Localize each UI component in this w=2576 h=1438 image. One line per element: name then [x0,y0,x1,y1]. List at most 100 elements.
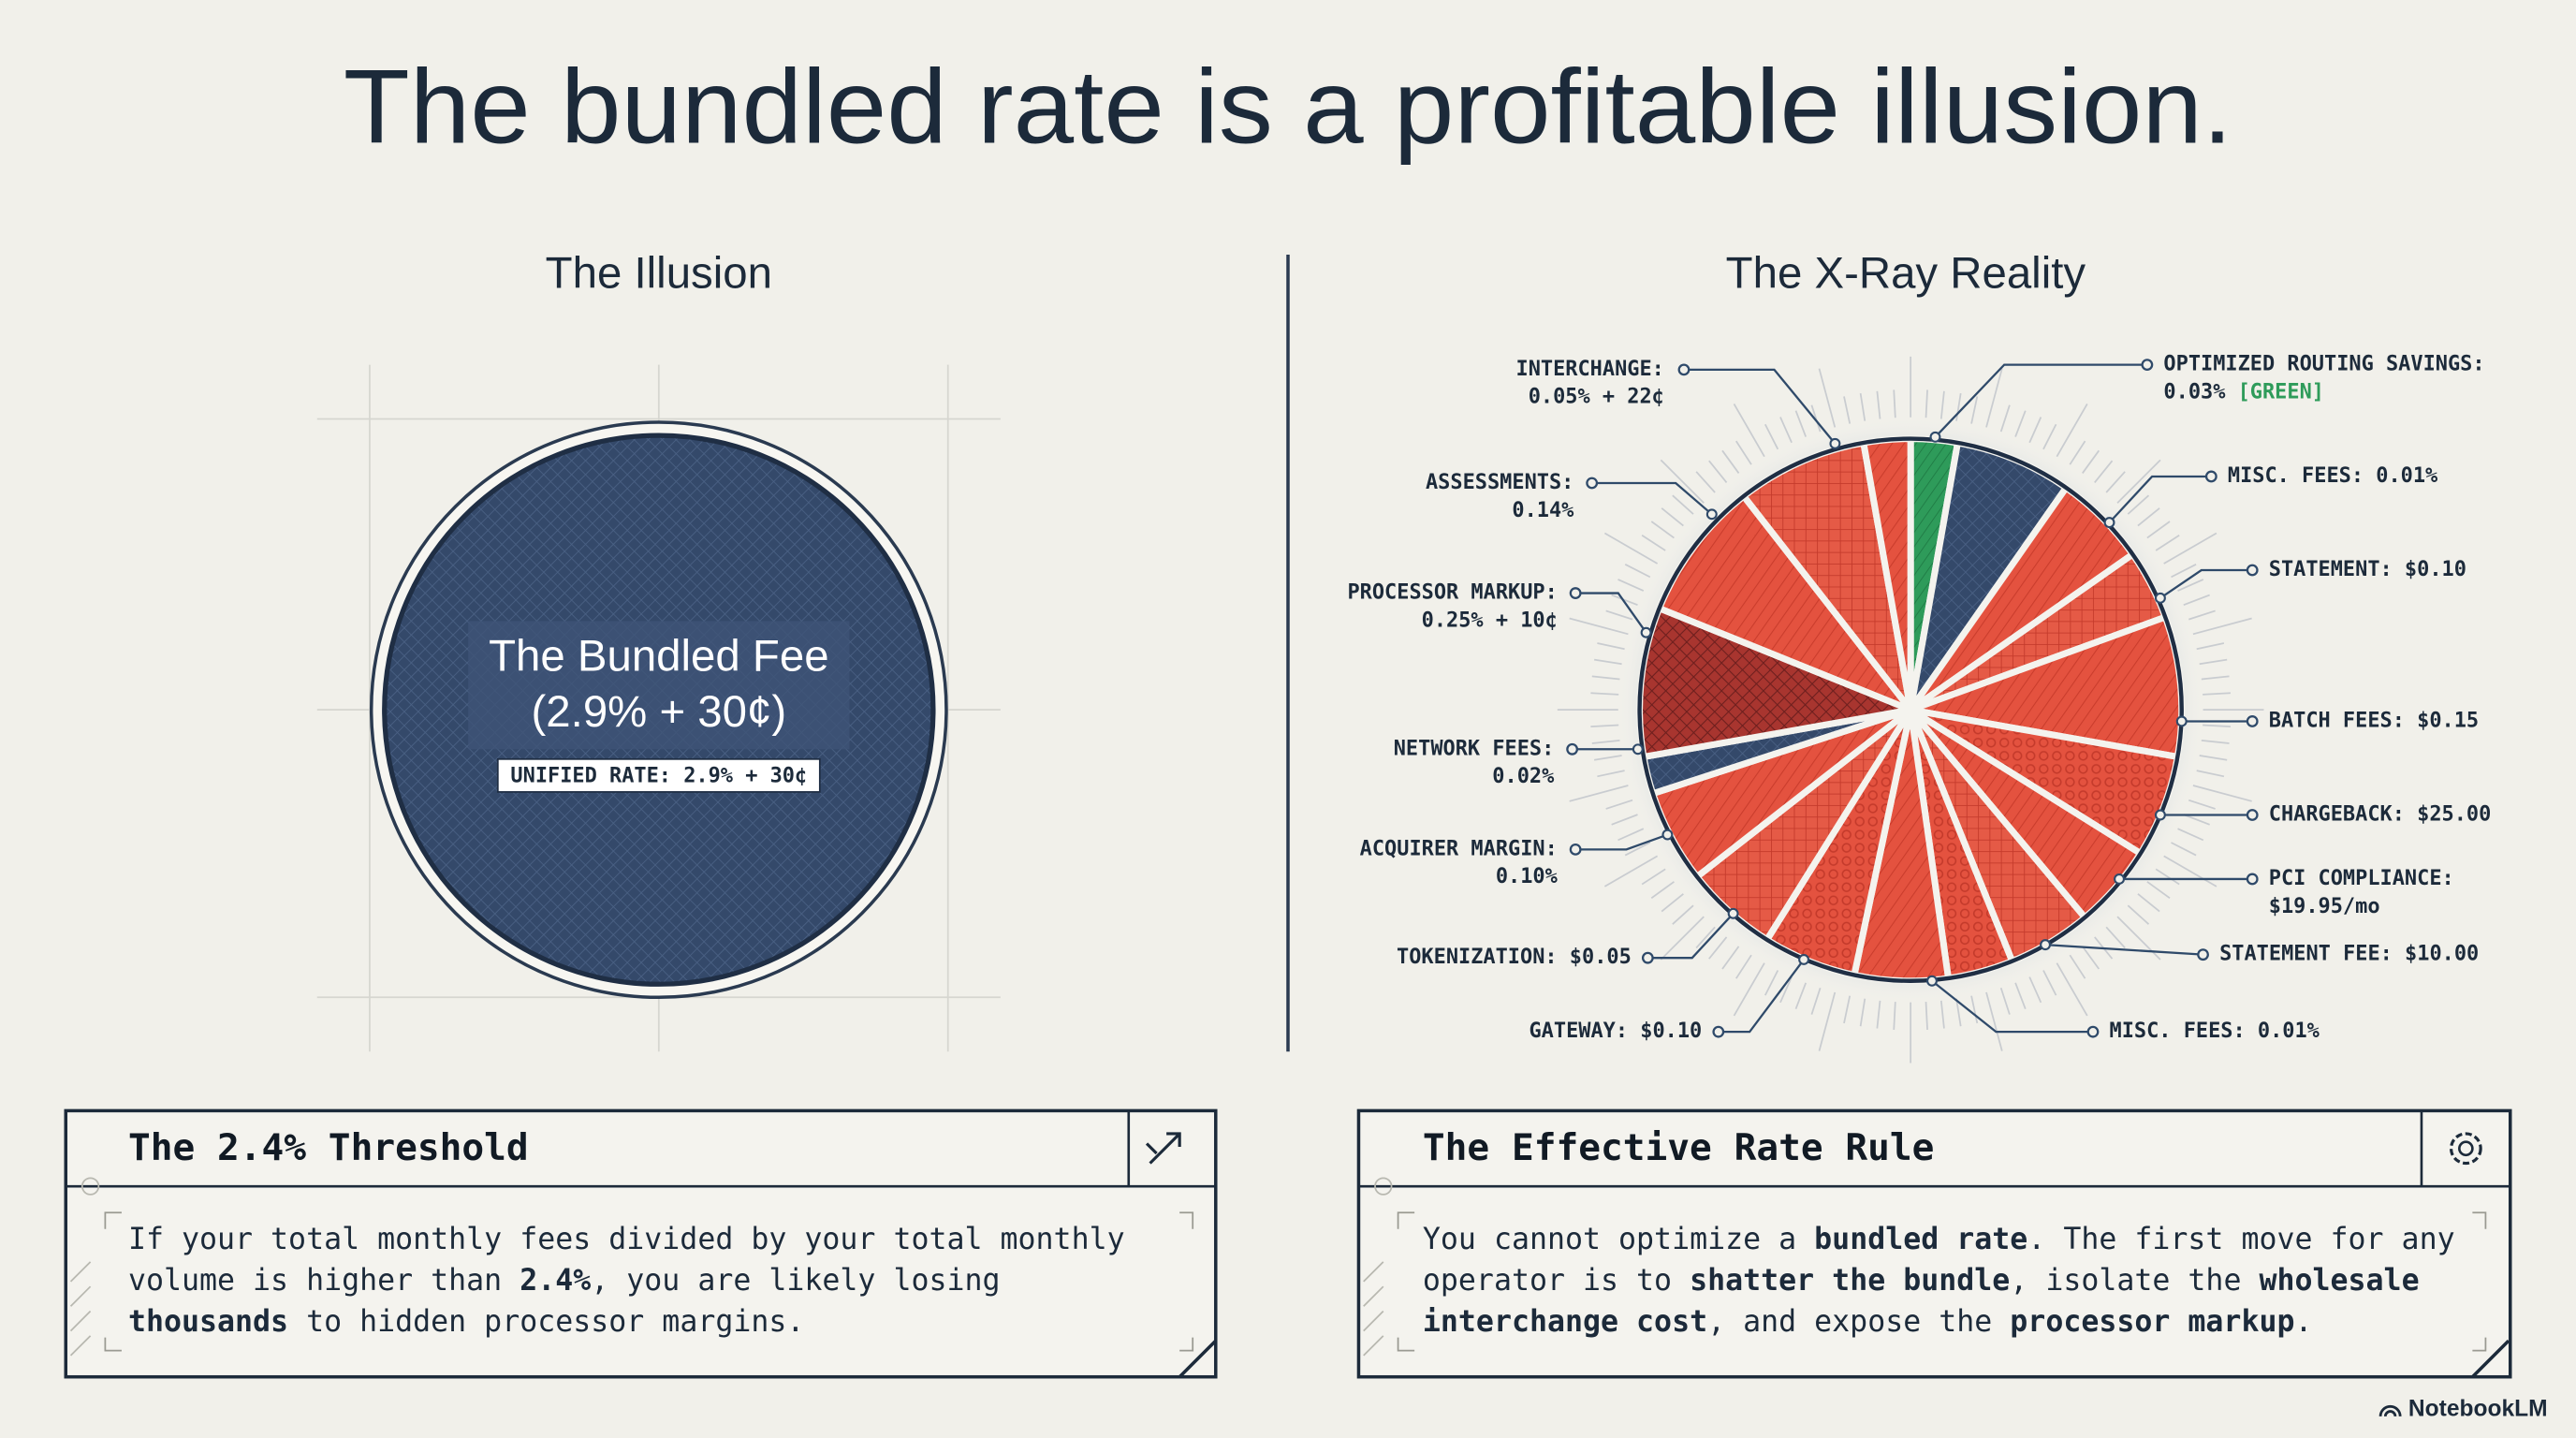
pie-tick [2183,594,2210,607]
card-body-line: thousands to hidden processor margins. [128,1305,804,1339]
card-title: The Effective Rate Rule [1423,1126,1935,1169]
pie-tick [2155,868,2180,886]
callout-label: 0.03% [GREEN] [2163,380,2324,404]
leader-dot [1569,843,1582,856]
pie-tick [1721,946,1740,970]
badge-box [496,757,821,793]
leader-end [2154,809,2166,821]
card-body-segment: 2.4% [520,1264,591,1298]
pie-tick [2183,814,2210,826]
pie-tick [1876,1000,1881,1029]
leader-dot [2086,1025,2100,1038]
card-body-segment: If your total monthly fees divided by yo… [128,1223,1125,1256]
pie-tick [2201,675,2230,681]
badge: UNIFIED RATE: 2.9% + 30¢ [510,764,807,787]
callout-label: INTERCHANGE: [1516,358,1664,381]
circle-label: The Bundled Fee [489,631,828,681]
pie-tick [1611,814,1638,826]
callout-label: STATEMENT FEE: $10.00 [2219,943,2479,966]
pie-tick [2105,926,2126,949]
pie-tick [1876,390,1881,419]
card-body-segment: You cannot optimize a [1423,1223,1814,1256]
leader-end [1798,953,1810,965]
pie-tick [1603,855,1659,888]
pie-tick [1999,988,2011,1015]
pie-tick [2171,842,2197,857]
pie-tick [2137,893,2160,913]
pie-tick [2082,946,2100,970]
pie-tick [1591,739,1620,744]
pie-tick [1605,609,1633,621]
pie-tick [2127,494,2150,515]
pie-tick [2146,881,2171,900]
pie-tick [1779,417,1793,444]
pie-tick [1794,982,1808,1009]
card-body-segment: , and expose the [1707,1305,2010,1339]
footer-logo [2378,1404,2402,1417]
pie-rim [1637,436,2184,983]
pie-tick [1603,532,1659,565]
pie-tick [1955,998,1962,1027]
pie-tick [1661,893,1684,913]
leader-dot [2246,873,2259,886]
pie-tick [2203,724,2231,727]
pie-tick [1999,404,2011,433]
leader-dot [1569,587,1582,599]
pie-tick [1859,393,1866,421]
pie-tick [2171,564,2197,579]
leader-dot [2246,564,2259,577]
leader-line [1575,592,1647,634]
card-body-line: operator is to shatter the bundle, isola… [1423,1264,2420,1298]
leader-line [1591,481,1713,516]
callout-label: $19.95/mo [2269,895,2380,918]
pie-tick [1611,594,1638,607]
pie-tick [2188,609,2216,621]
pie-tick [1970,995,1979,1024]
label-backdrop [468,621,850,750]
pie-tick [1597,770,1625,778]
callout-label: NETWORK FEES: [1394,737,1555,760]
leader-dot [2246,715,2259,727]
card-body-segment: bundled rate [1814,1223,2027,1256]
pie-tick [2199,658,2228,666]
pie-tick [1708,936,1728,960]
pie-tick [1590,724,1619,727]
pie-tick [2116,459,2161,504]
xray-pie [1557,356,2264,1064]
pie-tick [1735,954,1752,979]
circle-sublabel: (2.9% + 30¢) [532,687,787,737]
pie-tick [1695,926,1716,949]
card-body-line: You cannot optimize a bundled rate. The … [1423,1223,2455,1256]
leader-dot [1677,363,1690,376]
pie-tick [2069,954,2086,979]
callout-label: PCI COMPLIANCE: [2269,867,2454,890]
leader-end [1705,508,1718,521]
pie-tick [2127,904,2150,925]
cards: The 2.4% Threshold If your total monthly … [64,1108,2512,1379]
callout-tag: [GREEN] [2238,380,2324,404]
pie-tick [2196,770,2225,778]
card-frame [64,1108,2512,1379]
pie-tick [2188,799,2216,810]
pie-tick [1569,617,1629,636]
pie-tick [1650,881,1675,900]
callout-label: CHARGEBACK: $25.00 [2269,802,2492,826]
pie-tick [1733,962,1765,1017]
leader-line [1647,913,1734,960]
pie-tick [1843,995,1852,1024]
pie-tick [1591,675,1620,681]
card-body-line: If your total monthly fees divided by yo… [128,1223,1125,1256]
pie-tick [2201,739,2230,744]
callout-label: STATEMENT: $0.10 [2269,558,2466,581]
leader-end [2114,873,2126,885]
pie-tick [2042,423,2057,450]
pie-tick [1939,1000,1945,1029]
footer: NotebookLM [2408,1396,2548,1421]
pie-tick [1660,459,1705,504]
pie-tick [2082,449,2100,474]
pie-tick [1672,494,1694,515]
leader-end [1661,829,1674,841]
pie-tick [1893,389,1896,418]
card-body-line: volume is higher than 2.4%, you are like… [128,1264,1001,1298]
pie-tick [1641,868,1666,886]
